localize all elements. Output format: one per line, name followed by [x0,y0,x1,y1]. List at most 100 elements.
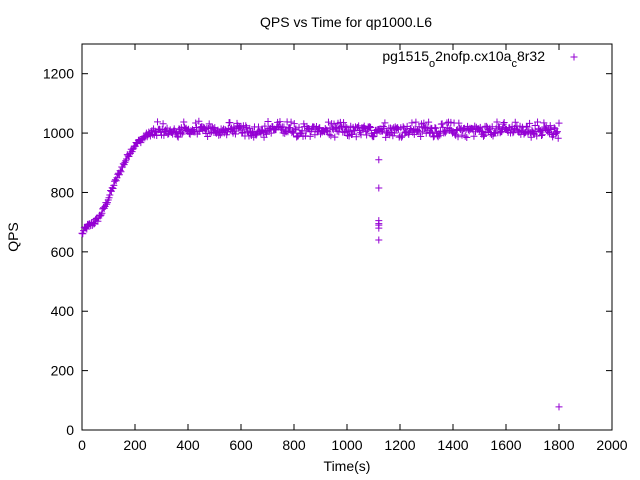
data-point [174,133,182,141]
data-point [344,131,352,139]
chart-title: QPS vs Time for qp1000.L6 [260,14,432,30]
data-point [520,130,528,138]
data-point [276,118,284,126]
y-tick-label: 1200 [43,66,74,82]
data-point [110,181,118,189]
data-point [137,139,145,147]
data-point [406,124,414,132]
data-point [293,133,301,141]
data-point [446,125,454,133]
data-point [555,119,563,127]
data-point [103,200,111,208]
data-point [254,123,262,131]
data-point [527,133,535,141]
data-point [531,121,539,129]
x-tick-label: 200 [123,437,147,453]
legend-marker [570,53,578,61]
data-point [455,119,463,127]
data-point [352,133,360,141]
data-point [390,129,398,137]
data-point [488,123,496,131]
y-tick-label: 0 [66,422,74,438]
data-point [79,230,87,238]
x-axis: 0 200 400 600 800 1000 1200 1400 1600 1800 2000 [78,44,628,453]
data-point [384,129,392,137]
outlier-point [375,224,383,232]
data-point [417,132,425,140]
data-point [363,131,371,139]
data-point [325,131,333,139]
outlier-point [555,403,563,411]
y-axis-label: QPS [5,222,21,252]
data-point [287,118,295,126]
data-point [479,132,487,140]
data-point [209,125,217,133]
data-point [498,128,506,136]
data-point [264,117,272,125]
data-point [243,123,251,131]
data-point [117,168,125,176]
data-point [499,120,507,128]
data-point [206,129,214,137]
data-point [205,120,213,128]
data-point [111,177,119,185]
data-point [97,211,105,219]
x-tick-label: 600 [229,437,253,453]
data-point [324,127,332,135]
data-point [195,117,203,125]
data-point [348,130,356,138]
x-tick-label: 1800 [543,437,574,453]
data-point [553,129,561,137]
data-point [242,122,250,130]
data-point [412,118,420,126]
data-point [470,132,478,140]
data-point [523,123,531,131]
data-point [493,118,501,126]
data-point [100,204,108,212]
data-point [331,133,339,141]
plot-frame [81,43,613,431]
data-point [83,225,91,233]
data-point [306,132,314,140]
data-point [442,127,450,135]
outlier-point [375,184,383,192]
data-point [151,127,159,135]
data-point [226,119,234,127]
data-point [235,123,243,131]
y-tick-label: 800 [51,184,75,200]
data-point [332,123,340,131]
data-point [99,204,107,212]
y-tick-label: 1000 [43,125,74,141]
legend-label: pg1515o2nofp.cx10ac8r32 [382,48,545,70]
data-point [432,124,440,132]
data-point [295,123,303,131]
data-point [458,131,466,139]
data-point [324,118,332,126]
data-point [248,129,256,137]
data-point [538,132,546,140]
data-point [425,118,433,126]
data-point [370,133,378,141]
data-point [246,124,254,132]
x-axis-label: Time(s) [324,458,371,474]
data-point [192,119,200,127]
data-point [526,119,534,127]
x-tick-label: 1000 [331,437,362,453]
data-point [540,119,548,127]
data-point [122,157,130,165]
data-point [547,126,555,134]
data-point [381,119,389,127]
legend-plus-marker [570,53,578,61]
x-tick-label: 800 [282,437,306,453]
outlier-point [375,236,383,244]
y-axis: 0 200 400 600 800 1000 1200 [43,66,612,438]
data-point [173,132,181,140]
data-point [94,217,102,225]
data-point [159,120,167,128]
data-point [554,134,562,142]
y-tick-label: 400 [51,303,75,319]
data-point [436,131,444,139]
data-point [408,119,416,127]
data-point [431,124,439,132]
